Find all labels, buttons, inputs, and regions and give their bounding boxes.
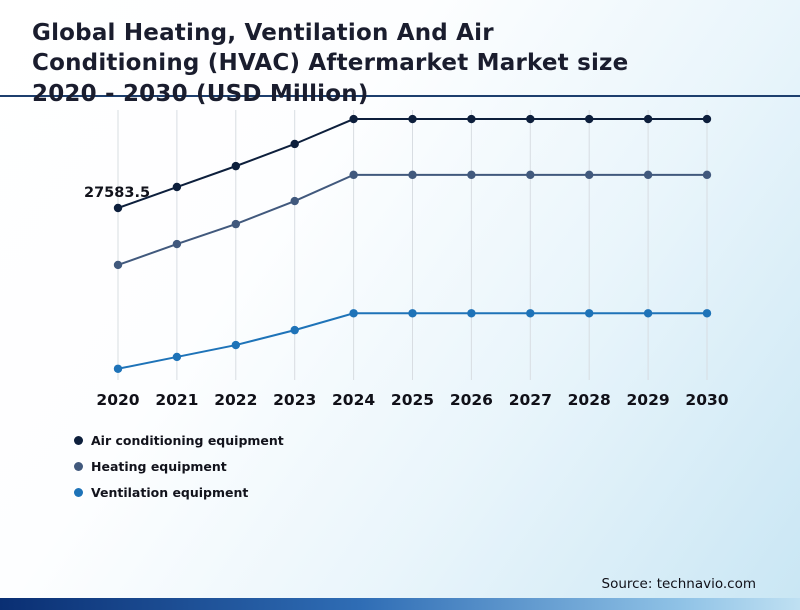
data-point [643, 170, 653, 180]
legend-label: Air conditioning equipment [91, 433, 284, 448]
legend-marker-icon [74, 462, 83, 471]
x-tick-label: 2027 [509, 391, 552, 409]
data-point [172, 182, 182, 192]
data-point [290, 139, 299, 149]
x-tick-label: 2026 [450, 391, 493, 409]
data-point [290, 325, 299, 335]
x-tick-label: 2024 [332, 391, 375, 409]
data-point [172, 352, 182, 362]
x-tick-label: 2030 [685, 391, 728, 409]
data-point [467, 309, 476, 318]
bottom-accent-bar [0, 598, 800, 610]
data-point [526, 309, 535, 318]
data-point [113, 364, 123, 373]
legend-item: Heating equipment [74, 459, 284, 474]
data-point [231, 219, 240, 229]
x-tick-label: 2029 [627, 391, 670, 409]
data-point [702, 114, 712, 124]
data-point [408, 114, 417, 124]
data-point [643, 114, 653, 124]
source-attribution: Source: technavio.com [601, 576, 757, 592]
data-point [702, 170, 712, 180]
data-point [585, 170, 594, 180]
data-point [290, 196, 299, 206]
x-tick-label: 2021 [155, 391, 198, 409]
data-point [231, 340, 240, 350]
chart-svg: 27583.5 2020 2021 2022 2023 2024 2025 2026 2027 2… [84, 110, 729, 409]
data-point [526, 170, 535, 180]
data-point [408, 309, 417, 318]
x-tick-label: 2020 [96, 391, 139, 409]
page-title: Global Heating, Ventilation And Air Cond… [32, 20, 629, 107]
x-tick-label: 2022 [214, 391, 257, 409]
title-underline-rule [0, 95, 800, 97]
data-point [113, 260, 123, 270]
x-tick-label: 2023 [273, 391, 316, 409]
data-label: 27583.5 [84, 185, 150, 201]
data-point [408, 170, 417, 180]
legend-label: Ventilation equipment [91, 485, 249, 500]
data-point [172, 239, 182, 249]
data-point [349, 309, 358, 318]
data-point [702, 309, 712, 318]
legend-item: Ventilation equipment [74, 485, 284, 500]
data-point [231, 161, 240, 171]
data-point [467, 170, 476, 180]
data-point [585, 309, 594, 318]
data-point [585, 114, 594, 124]
data-point [526, 114, 535, 124]
x-tick-label: 2028 [568, 391, 611, 409]
data-point [349, 170, 358, 180]
data-point [349, 114, 358, 124]
legend-label: Heating equipment [91, 459, 227, 474]
data-point [113, 203, 123, 213]
legend-marker-icon [74, 436, 83, 445]
data-point [643, 309, 653, 318]
x-tick-label: 2025 [391, 391, 434, 409]
chart-legend: Air conditioning equipment Heating equipm… [74, 433, 284, 511]
legend-marker-icon [74, 488, 83, 497]
data-point [467, 114, 476, 124]
legend-item: Air conditioning equipment [74, 433, 284, 448]
